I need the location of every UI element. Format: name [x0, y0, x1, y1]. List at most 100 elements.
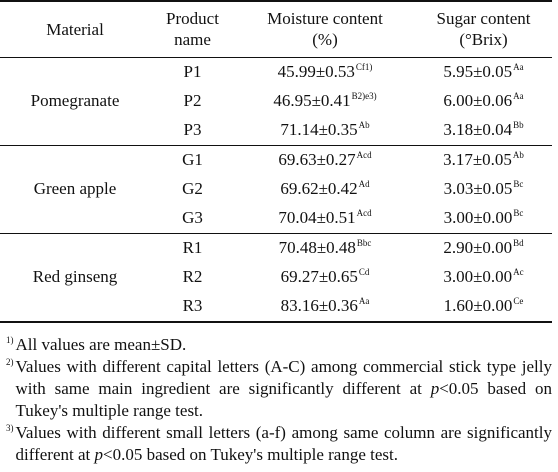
material-cell: Green apple	[33, 179, 117, 198]
header-product-name: Product name	[166, 9, 219, 50]
table-row: R2 69.27±0.65Cd 3.00±0.00Ac	[0, 263, 552, 292]
footnote-text-part: Values with different small letters (a-f…	[15, 423, 553, 464]
product-name-cell: P1	[183, 62, 202, 81]
product-name-cell: R2	[182, 267, 203, 286]
table-row: Pomegranate P1 45.99±0.53Cf1) 5.95±0.05Aa	[0, 57, 552, 110]
sugar-cell: 1.60±0.00Ce	[415, 292, 552, 322]
results-table: Material Product name Moisture content (%)…	[0, 1, 552, 322]
product-name-cell: P3	[183, 120, 202, 139]
sugar-value: 6.00±0.06	[443, 91, 513, 110]
material-group: Pomegranate P1 45.99±0.53Cf1) 5.95±0.05Aa P2…	[0, 57, 552, 145]
moisture-significance-letters: Ad	[358, 179, 370, 189]
sugar-significance-letters: Ce	[513, 296, 524, 306]
sugar-value: 3.00±0.00	[443, 267, 513, 286]
header-sugar-content: Sugar content (°Brix)	[436, 9, 531, 50]
moisture-cell: 69.27±0.65Cd	[235, 263, 415, 292]
sugar-cell: 5.95±0.05Aa	[415, 57, 552, 87]
sugar-significance-letters: Bc	[513, 208, 524, 218]
footnote: 1) All values are mean±SD.	[6, 334, 552, 356]
sugar-cell: 6.00±0.06Aa	[415, 87, 552, 116]
moisture-value: 45.99±0.53	[277, 62, 355, 81]
moisture-cell: 46.95±0.41B2)e3)	[235, 87, 415, 116]
moisture-cell: 70.04±0.51Acd	[235, 204, 415, 234]
table-row: Red ginseng R1 70.48±0.48Bbc 2.90±0.00Bd	[0, 233, 552, 286]
table-row: R3 83.16±0.36Aa 1.60±0.00Ce	[0, 292, 552, 322]
product-name-cell: G1	[182, 150, 203, 169]
moisture-value: 70.48±0.48	[278, 238, 356, 257]
sugar-value: 3.18±0.04	[443, 120, 513, 139]
sugar-cell: 3.00±0.00Bc	[415, 204, 552, 234]
sugar-significance-letters: Ab	[512, 150, 524, 160]
material-cell: Red ginseng	[32, 267, 118, 286]
table-row: G3 70.04±0.51Acd 3.00±0.00Bc	[0, 204, 552, 234]
header-material: Material	[46, 19, 104, 39]
sugar-value: 3.00±0.00	[443, 208, 513, 227]
moisture-value: 83.16±0.36	[280, 296, 358, 315]
table-row: P3 71.14±0.35Ab 3.18±0.04Bb	[0, 116, 552, 146]
sugar-value: 3.17±0.05	[443, 150, 512, 169]
footnote-number: 2)	[6, 357, 14, 367]
footnote-text: All values are mean±SD.	[16, 334, 187, 356]
sugar-cell: 3.18±0.04Bb	[415, 116, 552, 146]
table-header: Material Product name Moisture content (%)…	[0, 1, 552, 57]
sugar-cell: 2.90±0.00Bd	[415, 233, 552, 263]
sugar-cell: 3.00±0.00Ac	[415, 263, 552, 292]
footnote-text-part: <0.05 based on Tukey's multiple range te…	[15, 379, 553, 420]
moisture-cell: 45.99±0.53Cf1)	[235, 57, 415, 87]
sugar-significance-letters: Bd	[513, 238, 524, 248]
moisture-significance-letters: Ab	[358, 120, 370, 130]
moisture-significance-letters: Acd	[356, 150, 372, 160]
moisture-significance-letters: Cf1)	[355, 62, 373, 72]
moisture-cell: 83.16±0.36Aa	[235, 292, 415, 322]
sugar-value: 2.90±0.00	[443, 238, 513, 257]
moisture-significance-letters: Cd	[358, 267, 370, 277]
moisture-significance-letters: Aa	[358, 296, 370, 306]
sugar-cell: 3.17±0.05Ab	[415, 145, 552, 175]
material-group: Red ginseng R1 70.48±0.48Bbc 2.90±0.00Bd R2 6…	[0, 233, 552, 322]
moisture-cell: 69.63±0.27Acd	[235, 145, 415, 175]
sugar-significance-letters: Aa	[513, 62, 524, 72]
product-name-cell: P2	[183, 91, 202, 110]
table-row: Green apple G1 69.63±0.27Acd 3.17±0.05Ab	[0, 145, 552, 198]
header-moisture-content: Moisture content (%)	[267, 9, 383, 50]
footnote-text: Values with different capital letters (A…	[16, 356, 553, 422]
footnote-number: 3)	[6, 423, 14, 433]
footnote-text: Values with different small letters (a-f…	[16, 422, 553, 466]
footnote-number: 1)	[6, 335, 14, 345]
moisture-value: 70.04±0.51	[278, 208, 356, 227]
moisture-cell: 69.62±0.42Ad	[235, 175, 415, 204]
footnotes: 1) All values are mean±SD. 2) Values with d…	[6, 334, 552, 466]
moisture-value: 69.63±0.27	[278, 150, 356, 169]
footnote-text-part: Values with different capital letters (A…	[15, 357, 553, 398]
sugar-significance-letters: Aa	[513, 91, 524, 101]
material-cell: Pomegranate	[30, 91, 120, 110]
moisture-significance-letters: B2)e3)	[351, 91, 377, 101]
footnote-text-part: <0.05 based on Tukey's multiple range te…	[102, 445, 399, 464]
moisture-significance-letters: Acd	[356, 208, 372, 218]
sugar-cell: 3.03±0.05Bc	[415, 175, 552, 204]
product-name-cell: R3	[182, 296, 203, 315]
product-name-cell: G2	[182, 179, 203, 198]
footnote: 3) Values with different small letters (a…	[6, 422, 552, 466]
table-row: G2 69.62±0.42Ad 3.03±0.05Bc	[0, 175, 552, 204]
moisture-value: 71.14±0.35	[280, 120, 358, 139]
moisture-cell: 70.48±0.48Bbc	[235, 233, 415, 263]
sugar-significance-letters: Bb	[513, 120, 524, 130]
moisture-cell: 71.14±0.35Ab	[235, 116, 415, 146]
product-name-cell: R1	[182, 238, 203, 257]
moisture-value: 46.95±0.41	[273, 91, 351, 110]
footnote-text-part: All values are mean±SD.	[15, 335, 187, 354]
table-row: P2 46.95±0.41B2)e3) 6.00±0.06Aa	[0, 87, 552, 116]
sugar-significance-letters: Bc	[513, 179, 524, 189]
moisture-value: 69.27±0.65	[280, 267, 358, 286]
sugar-value: 1.60±0.00	[443, 296, 513, 315]
footnote-italic-symbol: p	[94, 445, 103, 464]
material-group: Green apple G1 69.63±0.27Acd 3.17±0.05Ab G2 6…	[0, 145, 552, 233]
moisture-significance-letters: Bbc	[356, 238, 372, 248]
sugar-value: 5.95±0.05	[443, 62, 513, 81]
product-name-cell: G3	[182, 208, 203, 227]
sugar-significance-letters: Ac	[513, 267, 524, 277]
footnote-italic-symbol: p	[430, 379, 440, 398]
footnote: 2) Values with different capital letters …	[6, 356, 552, 422]
